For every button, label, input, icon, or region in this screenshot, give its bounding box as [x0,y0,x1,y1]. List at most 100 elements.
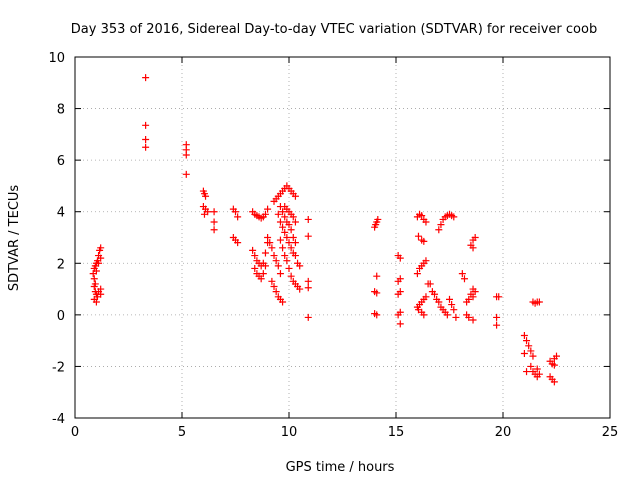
data-point [422,257,430,265]
data-point [373,272,381,280]
data-point [279,223,287,231]
data-point [200,210,208,218]
data-point [448,301,456,309]
data-point [261,262,269,270]
data-point [304,277,312,285]
data-point [274,262,282,270]
data-point [493,313,501,321]
y-tick-label: 6 [57,154,65,169]
y-tick-label: 10 [48,51,65,66]
data-point [523,368,531,376]
data-point [452,313,460,321]
data-point [142,143,150,151]
data-point [529,352,537,360]
x-tick-label: 20 [495,425,512,440]
data-point [285,221,293,229]
data-point [261,249,269,257]
data-point [210,208,218,216]
data-point [249,246,257,254]
x-tick-label: 15 [388,425,405,440]
data-point [276,270,284,278]
data-point [251,264,259,272]
data-point [289,234,297,241]
data-point [182,170,190,178]
data-point [520,350,528,358]
data-point [97,254,105,262]
data-point [394,311,402,319]
data-point [276,236,284,244]
data-point [251,252,259,260]
data-point [469,244,477,252]
data-point [287,272,295,280]
y-tick-label: 2 [57,257,65,272]
data-point [394,277,402,285]
data-point [413,270,421,278]
x-axis-label: GPS time / hours [286,460,395,475]
data-point [533,365,541,373]
data-point [210,226,218,234]
y-axis-label: SDTVAR / TECUs [7,185,22,292]
data-point [281,228,289,236]
data-point [296,285,304,293]
data-point [465,313,473,321]
data-point [291,239,299,247]
data-point [527,347,535,355]
data-point [281,213,289,221]
y-tick-label: 4 [57,206,65,221]
data-point [285,264,293,272]
data-point [418,212,426,220]
data-point [202,192,210,200]
data-points [89,74,560,386]
y-tick-label: 0 [57,309,65,324]
data-point [426,280,434,288]
data-point [495,293,503,301]
data-point [296,262,304,270]
grid-lines [75,57,610,418]
data-point [97,244,105,252]
data-point [268,244,276,252]
data-point [291,218,299,226]
data-point [469,316,477,324]
data-point [520,331,528,339]
data-point [304,232,312,240]
data-point [550,378,558,386]
data-point [304,284,312,292]
data-point [291,252,299,260]
data-point [234,213,242,221]
chart-title: Day 353 of 2016, Sidereal Day-to-day VTE… [71,22,597,37]
data-point [291,192,299,200]
data-point [234,239,242,247]
data-point [285,239,293,247]
y-tick-label: -2 [52,360,65,375]
data-point [469,293,477,301]
plot-area-border [74,56,611,419]
data-point [420,237,428,245]
data-point [373,289,381,297]
data-point [471,234,479,241]
data-point [550,361,558,369]
data-point [270,252,278,260]
data-point [142,136,150,144]
x-tick-label: 10 [281,425,298,440]
data-point [276,218,284,226]
data-point [396,254,404,262]
data-point [272,257,280,265]
data-point [92,267,100,275]
x-tick-label: 0 [71,425,79,440]
data-point [182,151,190,159]
data-point [446,295,453,303]
data-point [394,290,402,298]
data-point [274,210,282,218]
data-point [443,311,451,319]
data-point [287,244,295,252]
data-point [535,370,543,378]
data-point [257,275,265,283]
data-point [264,234,272,241]
data-point [142,121,150,129]
data-point [287,226,295,234]
data-point [553,352,560,360]
data-point [279,244,287,252]
data-point [232,208,239,216]
x-tick-label: 5 [178,425,186,440]
